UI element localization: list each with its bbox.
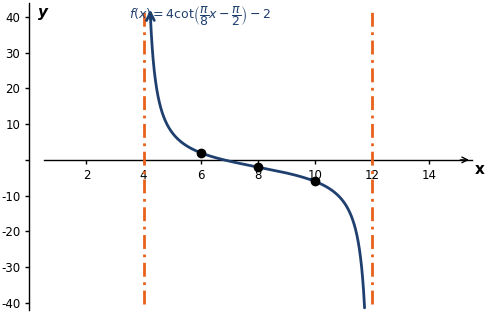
Text: $f(x) = 4\cot\!\left(\dfrac{\pi}{8}x - \dfrac{\pi}{2}\right) - 2$: $f(x) = 4\cot\!\left(\dfrac{\pi}{8}x - \… [129,4,271,28]
Text: x: x [475,162,485,177]
Text: y: y [38,4,48,20]
